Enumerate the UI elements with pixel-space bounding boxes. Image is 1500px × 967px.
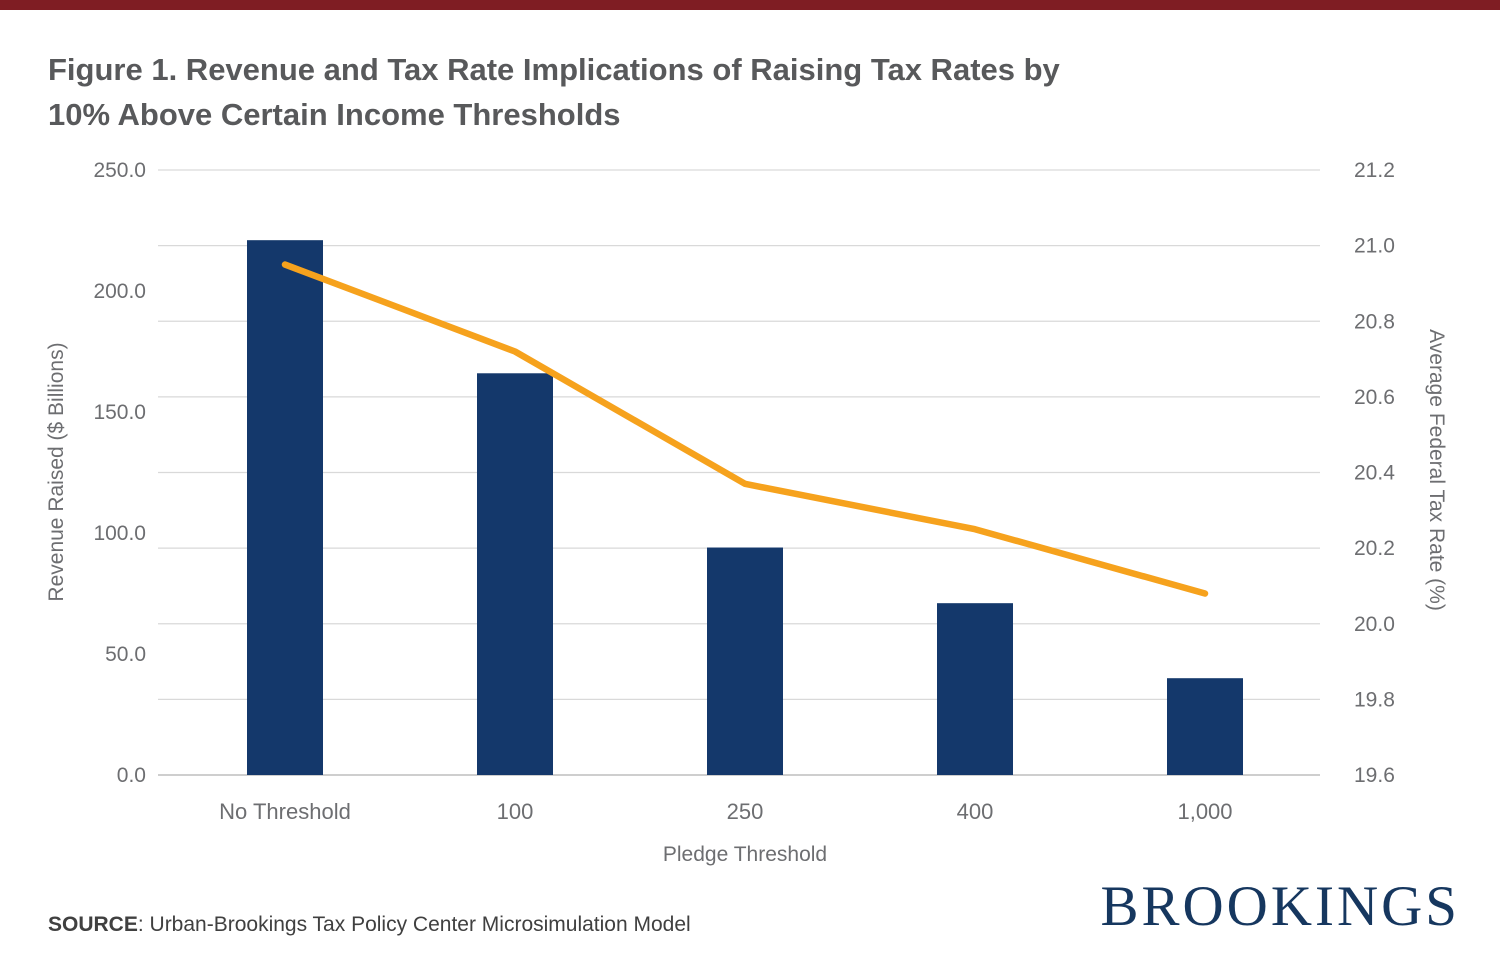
source-label: SOURCE (48, 913, 138, 936)
bar-100 (477, 373, 553, 775)
right-axis-tick-label: 21.0 (1354, 235, 1395, 258)
left-axis-tick-label: 150.0 (93, 401, 146, 424)
right-axis-tick-label: 20.8 (1354, 310, 1395, 333)
left-axis-tick-label: 50.0 (105, 643, 146, 666)
chart-title-line2: 10% Above Certain Income Thresholds (48, 96, 621, 132)
category-label: 250 (727, 799, 764, 824)
left-axis-title: Revenue Raised ($ Billions) (45, 342, 68, 602)
chart-title-line1: Figure 1. Revenue and Tax Rate Implicati… (48, 52, 1060, 87)
category-label: 1,000 (1177, 799, 1232, 824)
chart-title: Figure 1. Revenue and Tax Rate Implicati… (48, 48, 1060, 138)
right-axis-tick-label: 20.2 (1354, 537, 1395, 560)
right-axis-tick-label: 20.4 (1354, 462, 1395, 485)
bar-1,000 (1167, 678, 1243, 775)
x-axis-title: Pledge Threshold (662, 843, 828, 866)
right-axis-tick-label: 19.8 (1354, 688, 1395, 711)
bar-400 (937, 603, 1013, 775)
left-axis-tick-label: 0.0 (117, 764, 146, 787)
bar-250 (707, 547, 783, 775)
category-label: No Threshold (219, 799, 351, 824)
category-label: 100 (497, 799, 534, 824)
left-axis-tick-label: 100.0 (93, 522, 146, 545)
tax-rate-trend-line (281, 261, 1209, 597)
brookings-logo: BROOKINGS (1100, 875, 1460, 938)
left-axis-tick-label: 200.0 (93, 280, 146, 303)
source-text: : Urban-Brookings Tax Policy Center Micr… (137, 913, 691, 936)
top-accent-bar (0, 0, 1500, 10)
bar-No Threshold (247, 240, 323, 775)
right-axis-tick-label: 20.6 (1354, 386, 1395, 409)
category-label: 400 (957, 799, 994, 824)
source-line: SOURCE: Urban-Brookings Tax Policy Cente… (48, 913, 691, 937)
right-axis-tick-label: 19.6 (1354, 764, 1395, 787)
right-axis-tick-label: 21.2 (1354, 159, 1395, 182)
right-axis-title: Average Federal Tax Rate (%) (1425, 329, 1448, 611)
left-axis-tick-label: 250.0 (93, 159, 146, 182)
right-axis-tick-label: 20.0 (1354, 613, 1395, 636)
